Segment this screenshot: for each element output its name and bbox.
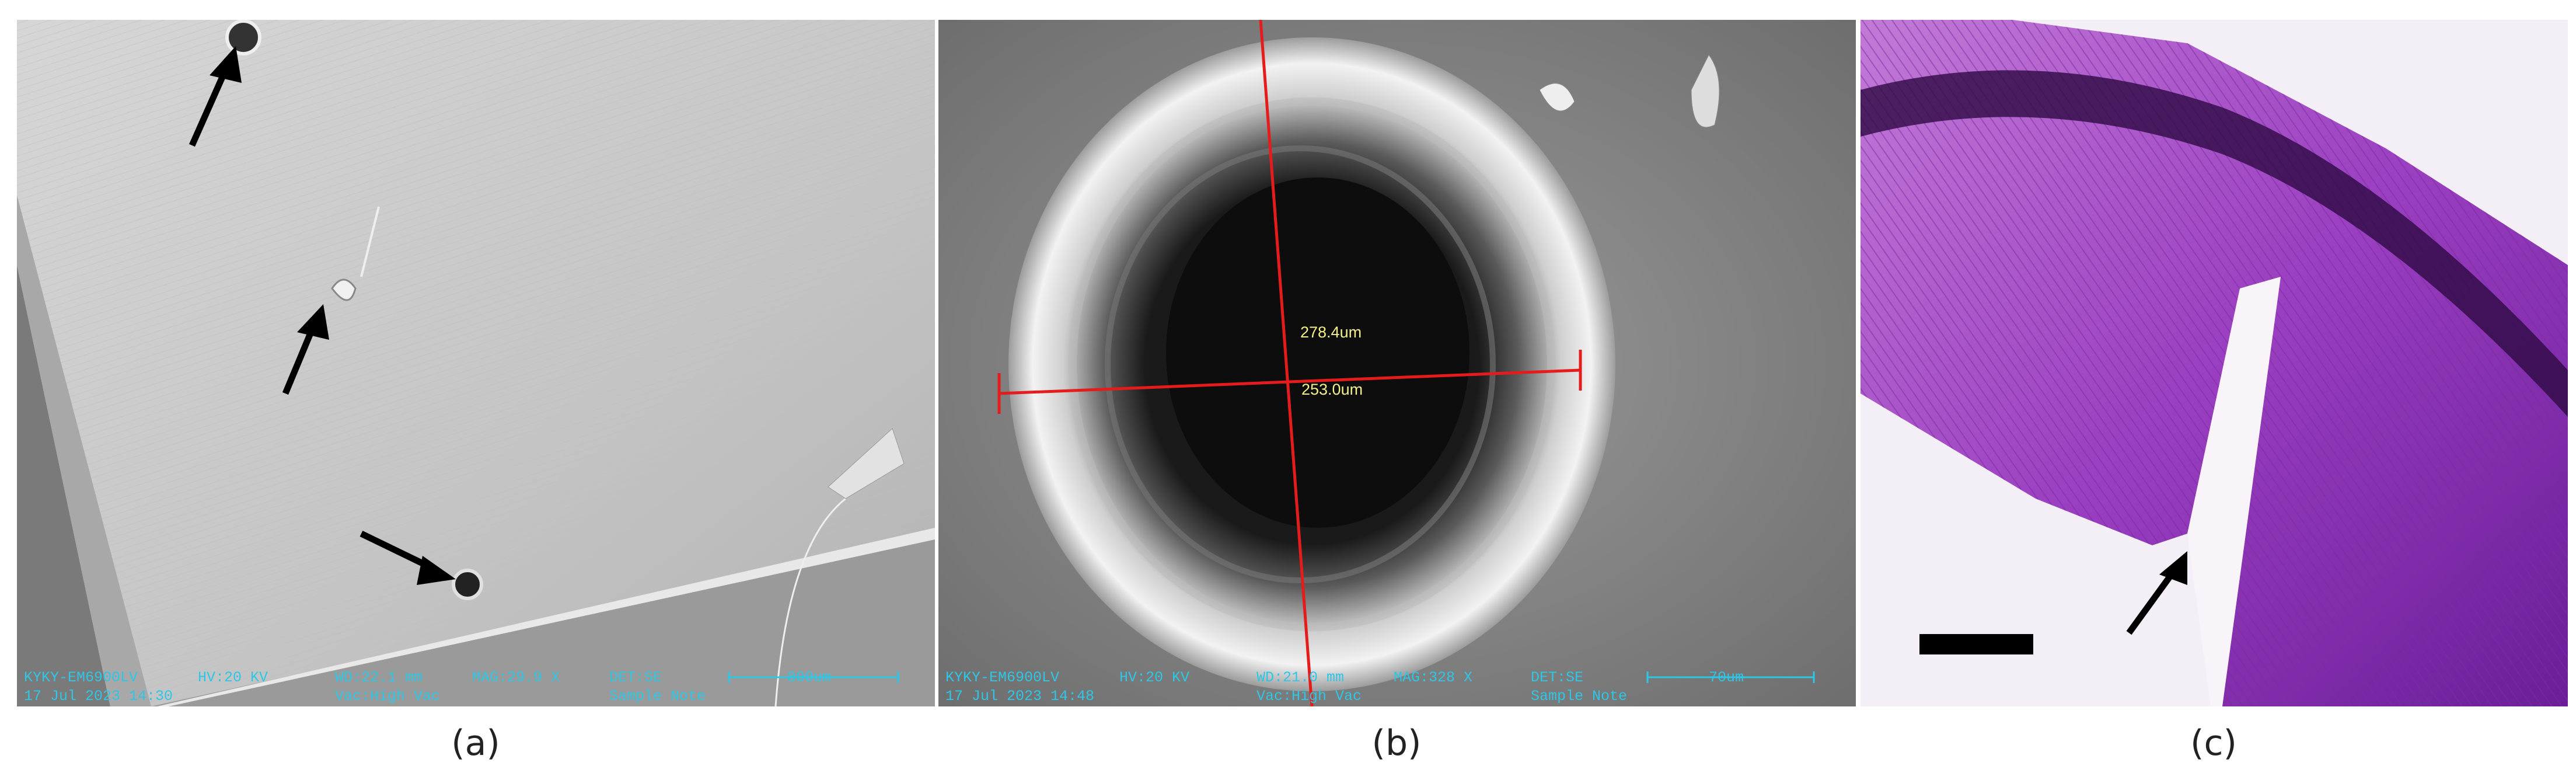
scale-bar — [1646, 671, 1815, 683]
det-label: DET:SE — [1531, 669, 1584, 686]
histology-image-c — [1861, 20, 2568, 706]
mag-label: MAG:29.9 X — [472, 669, 560, 686]
sem-surface-a — [17, 20, 935, 706]
date-label: 17 Jul 2023 14:48 — [945, 688, 1095, 705]
scale-label: 800um — [787, 669, 832, 686]
vac-label: Vac:High Vac — [1256, 688, 1362, 705]
instrument-label: KYKY-EM6900LV — [945, 669, 1060, 686]
note-label: Sample Note — [609, 688, 706, 705]
measurement-vertical: 278.4um — [1300, 323, 1362, 341]
caption-b: (b) — [1371, 723, 1422, 764]
sem-info-bar: KYKY-EM6900LV HV:20 KV WD:21.0 mm MAG:32… — [938, 666, 1856, 706]
pore-hole — [452, 569, 483, 600]
scale-label: 70um — [1709, 669, 1744, 686]
vac-label: Vac:High Vac — [335, 688, 441, 705]
measurement-lines — [997, 20, 1582, 706]
note-label: Sample Note — [1531, 688, 1628, 705]
caption-c: (c) — [2190, 723, 2237, 764]
arrow-icon — [2126, 551, 2187, 635]
sem-image-a: KYKY-EM6900LV HV:20 KV WD:22.1 mm MAG:29… — [17, 20, 935, 706]
stained-tissue — [1861, 20, 2568, 706]
hv-label: HV:20 KV — [1119, 669, 1190, 686]
hv-label: HV:20 KV — [198, 669, 268, 686]
pore-hole — [225, 20, 261, 55]
arrow-icon — [359, 531, 456, 585]
caption-a: (a) — [451, 723, 500, 764]
sem-info-bar: KYKY-EM6900LV HV:20 KV WD:22.1 mm MAG:29… — [17, 666, 935, 706]
scale-bar — [1919, 634, 2033, 654]
date-label: 17 Jul 2023 14:30 — [24, 688, 173, 705]
measurement-horizontal: 253.0um — [1301, 381, 1363, 398]
sem-pore-b — [938, 20, 1856, 706]
crack-gap — [2187, 277, 2281, 706]
sem-image-b: 278.4um 253.0um KYKY-EM6900LV HV:20 KV W… — [938, 20, 1856, 706]
wd-label: WD:21.0 mm — [1256, 669, 1345, 686]
instrument-label: KYKY-EM6900LV — [24, 669, 138, 686]
mag-label: MAG:328 X — [1394, 669, 1473, 686]
arrow-icon — [189, 46, 242, 147]
arrow-icon — [282, 304, 329, 395]
scale-bar — [728, 671, 899, 683]
wd-label: WD:22.1 mm — [335, 669, 423, 686]
det-label: DET:SE — [609, 669, 662, 686]
pore-hole — [1166, 177, 1469, 528]
